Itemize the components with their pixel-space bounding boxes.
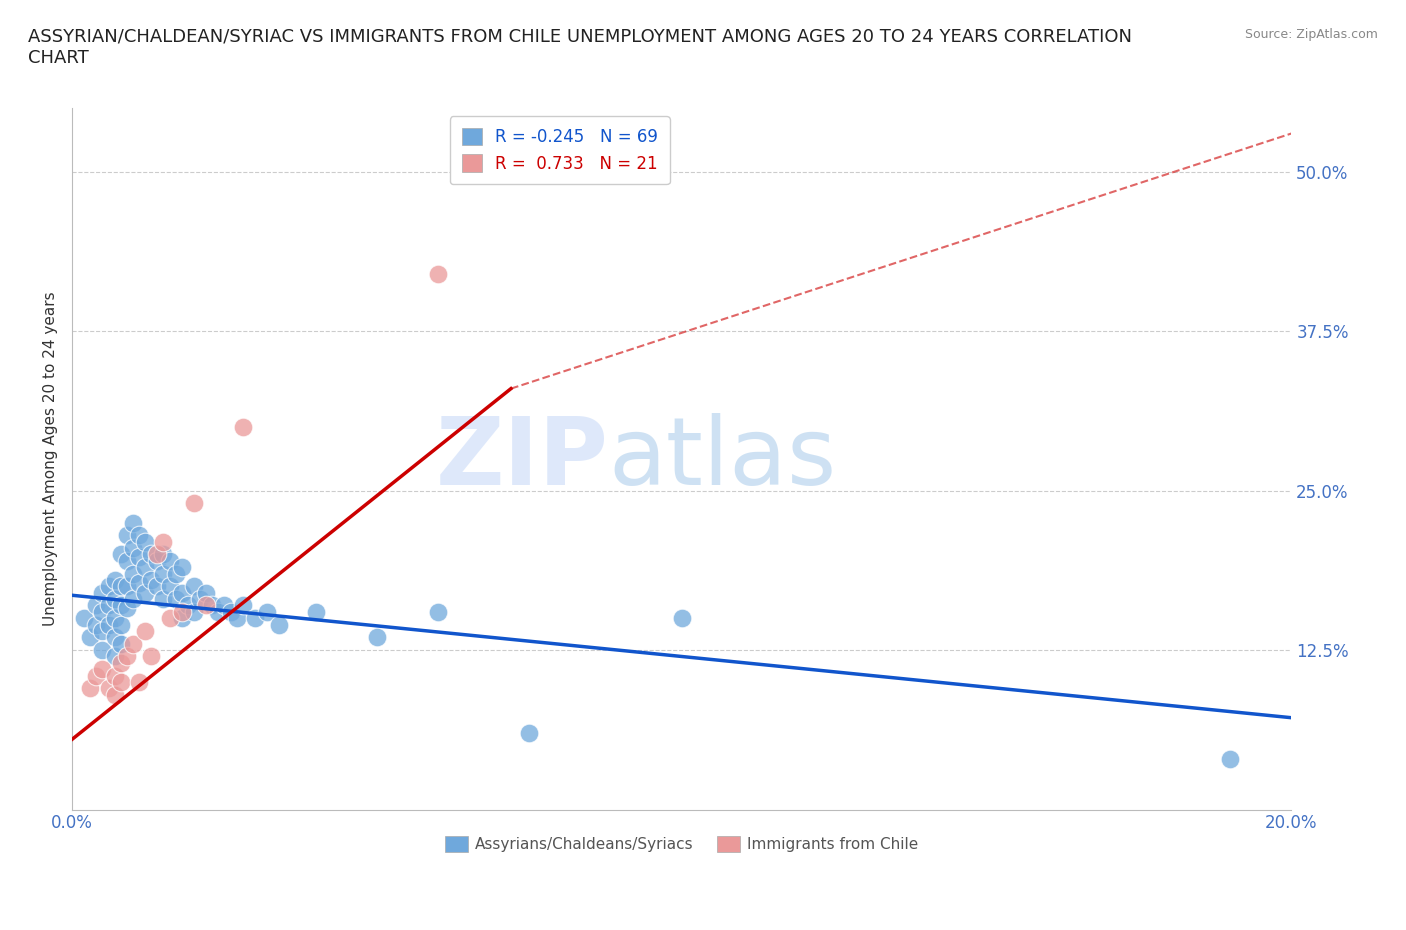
Point <box>152 534 174 549</box>
Point <box>256 604 278 619</box>
Legend: Assyrians/Chaldeans/Syriacs, Immigrants from Chile: Assyrians/Chaldeans/Syriacs, Immigrants … <box>439 830 925 858</box>
Point <box>170 611 193 626</box>
Point <box>122 636 145 651</box>
Point <box>128 575 150 590</box>
Text: atlas: atlas <box>609 413 837 505</box>
Point <box>159 578 181 593</box>
Point <box>128 674 150 689</box>
Point <box>188 591 211 606</box>
Point <box>183 578 205 593</box>
Point <box>183 496 205 511</box>
Point <box>97 598 120 613</box>
Point <box>97 681 120 696</box>
Point <box>104 649 127 664</box>
Point <box>214 598 236 613</box>
Point <box>152 547 174 562</box>
Point <box>110 636 132 651</box>
Point <box>134 585 156 600</box>
Point <box>122 540 145 555</box>
Point <box>115 601 138 616</box>
Point <box>110 598 132 613</box>
Point <box>91 643 114 658</box>
Point <box>110 547 132 562</box>
Point <box>115 553 138 568</box>
Point <box>269 618 291 632</box>
Point <box>115 649 138 664</box>
Point <box>104 687 127 702</box>
Point <box>128 528 150 543</box>
Point <box>134 560 156 575</box>
Point <box>1219 751 1241 766</box>
Point <box>159 611 181 626</box>
Point <box>115 528 138 543</box>
Point <box>177 598 200 613</box>
Point <box>86 618 108 632</box>
Point <box>183 604 205 619</box>
Point <box>225 611 247 626</box>
Point <box>152 566 174 581</box>
Y-axis label: Unemployment Among Ages 20 to 24 years: Unemployment Among Ages 20 to 24 years <box>44 291 58 626</box>
Point <box>110 578 132 593</box>
Point <box>110 618 132 632</box>
Point <box>426 266 449 281</box>
Point <box>146 578 169 593</box>
Point <box>134 623 156 638</box>
Point <box>195 598 218 613</box>
Point <box>110 674 132 689</box>
Point <box>426 604 449 619</box>
Point <box>91 623 114 638</box>
Text: ASSYRIAN/CHALDEAN/SYRIAC VS IMMIGRANTS FROM CHILE UNEMPLOYMENT AMONG AGES 20 TO : ASSYRIAN/CHALDEAN/SYRIAC VS IMMIGRANTS F… <box>28 28 1132 67</box>
Point <box>122 591 145 606</box>
Point <box>159 553 181 568</box>
Point <box>517 725 540 740</box>
Point <box>243 611 266 626</box>
Point <box>97 618 120 632</box>
Point <box>201 598 224 613</box>
Point <box>141 649 163 664</box>
Point <box>141 547 163 562</box>
Point <box>122 515 145 530</box>
Point <box>122 566 145 581</box>
Point <box>207 604 229 619</box>
Point <box>170 585 193 600</box>
Point <box>115 578 138 593</box>
Point <box>232 419 254 434</box>
Point <box>110 656 132 671</box>
Point <box>195 585 218 600</box>
Text: Source: ZipAtlas.com: Source: ZipAtlas.com <box>1244 28 1378 41</box>
Point <box>73 611 96 626</box>
Point <box>91 604 114 619</box>
Text: ZIP: ZIP <box>436 413 609 505</box>
Point <box>104 630 127 644</box>
Point <box>232 598 254 613</box>
Point <box>146 547 169 562</box>
Point <box>170 560 193 575</box>
Point <box>165 566 187 581</box>
Point <box>671 611 693 626</box>
Point <box>152 591 174 606</box>
Point <box>104 591 127 606</box>
Point <box>165 591 187 606</box>
Point <box>128 550 150 565</box>
Point <box>219 604 242 619</box>
Point <box>91 585 114 600</box>
Point <box>97 578 120 593</box>
Point <box>86 598 108 613</box>
Point <box>104 668 127 683</box>
Point <box>366 630 388 644</box>
Point <box>134 534 156 549</box>
Point <box>170 604 193 619</box>
Point <box>305 604 328 619</box>
Point <box>86 668 108 683</box>
Point <box>91 662 114 677</box>
Point <box>141 573 163 588</box>
Point <box>79 681 101 696</box>
Point <box>146 553 169 568</box>
Point <box>104 611 127 626</box>
Point <box>79 630 101 644</box>
Point <box>104 573 127 588</box>
